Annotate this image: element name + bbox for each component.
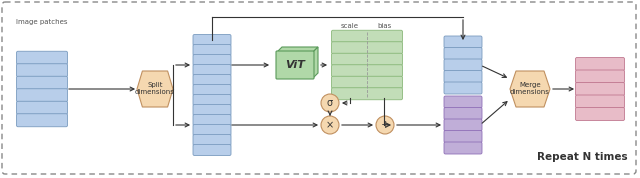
FancyBboxPatch shape <box>193 64 231 75</box>
Circle shape <box>376 116 394 134</box>
FancyBboxPatch shape <box>444 36 482 48</box>
FancyBboxPatch shape <box>193 104 231 116</box>
FancyBboxPatch shape <box>332 76 403 88</box>
FancyBboxPatch shape <box>332 30 403 42</box>
FancyBboxPatch shape <box>332 65 403 77</box>
FancyBboxPatch shape <box>575 82 625 96</box>
FancyBboxPatch shape <box>17 51 67 64</box>
FancyBboxPatch shape <box>332 42 403 54</box>
FancyBboxPatch shape <box>444 96 482 108</box>
Polygon shape <box>510 71 550 107</box>
Text: scale: scale <box>341 23 359 29</box>
Polygon shape <box>277 47 318 52</box>
FancyBboxPatch shape <box>17 114 67 127</box>
Text: Split
dimensions: Split dimensions <box>135 82 175 96</box>
FancyBboxPatch shape <box>332 88 403 100</box>
FancyBboxPatch shape <box>444 130 482 143</box>
FancyBboxPatch shape <box>2 2 636 174</box>
Text: +: + <box>380 120 390 130</box>
FancyBboxPatch shape <box>17 76 67 89</box>
Text: ViT: ViT <box>285 60 305 70</box>
Text: σ: σ <box>327 98 333 108</box>
FancyBboxPatch shape <box>17 101 67 114</box>
FancyBboxPatch shape <box>17 89 67 102</box>
FancyBboxPatch shape <box>193 114 231 125</box>
FancyBboxPatch shape <box>444 142 482 154</box>
Text: Merge
dimensions: Merge dimensions <box>510 82 550 96</box>
FancyBboxPatch shape <box>193 124 231 135</box>
Circle shape <box>321 116 339 134</box>
FancyBboxPatch shape <box>17 64 67 77</box>
FancyBboxPatch shape <box>444 108 482 119</box>
Text: Repeat N times: Repeat N times <box>538 152 628 162</box>
FancyBboxPatch shape <box>575 95 625 108</box>
FancyBboxPatch shape <box>193 85 231 96</box>
FancyBboxPatch shape <box>193 135 231 145</box>
FancyBboxPatch shape <box>332 53 403 65</box>
Circle shape <box>321 94 339 112</box>
Text: bias: bias <box>377 23 391 29</box>
Polygon shape <box>313 47 318 78</box>
FancyBboxPatch shape <box>193 75 231 85</box>
FancyBboxPatch shape <box>193 54 231 66</box>
Text: Image patches: Image patches <box>16 19 68 25</box>
FancyBboxPatch shape <box>193 44 231 56</box>
FancyBboxPatch shape <box>193 145 231 156</box>
FancyBboxPatch shape <box>575 108 625 121</box>
FancyBboxPatch shape <box>444 48 482 59</box>
Text: ×: × <box>326 120 334 130</box>
Polygon shape <box>137 71 173 107</box>
FancyBboxPatch shape <box>444 119 482 131</box>
FancyBboxPatch shape <box>575 57 625 70</box>
FancyBboxPatch shape <box>444 59 482 71</box>
FancyBboxPatch shape <box>193 95 231 106</box>
FancyBboxPatch shape <box>276 51 314 79</box>
FancyBboxPatch shape <box>444 70 482 82</box>
FancyBboxPatch shape <box>444 82 482 94</box>
FancyBboxPatch shape <box>575 70 625 83</box>
FancyBboxPatch shape <box>193 35 231 46</box>
